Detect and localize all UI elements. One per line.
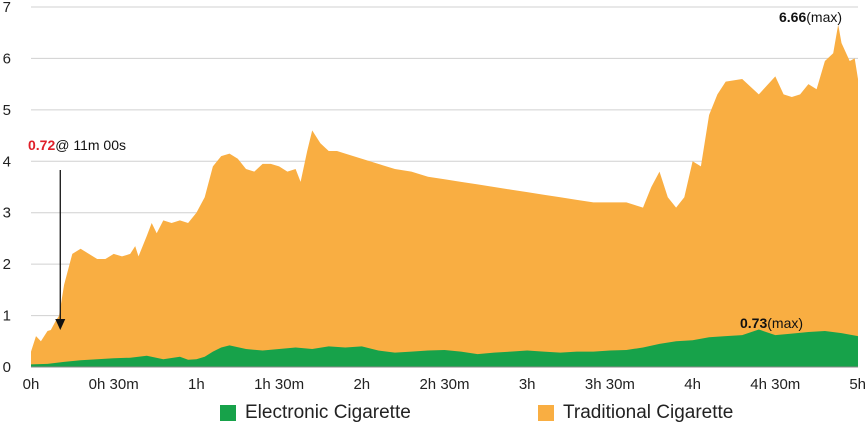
y-tick-label: 5 [3, 102, 11, 119]
y-tick-label: 6 [3, 50, 11, 67]
annotation-early-text: @ 11m 00s [55, 137, 126, 153]
legend-label-electronic: Electronic Cigarette [245, 402, 411, 423]
legend-swatch-traditional [538, 405, 554, 421]
y-axis-tick-labels: 0 1 2 3 4 5 6 7 [3, 0, 11, 376]
y-tick-label: 4 [3, 153, 11, 170]
annotation-traditional-max: 6.66(max) [779, 9, 842, 25]
legend: Electronic Cigarette Traditional Cigaret… [0, 402, 868, 426]
y-tick-label: 1 [3, 308, 11, 325]
y-tick-label: 0 [3, 359, 11, 376]
x-tick-label: 0h [23, 376, 40, 393]
annotation-early-value: 0.72 [28, 137, 55, 153]
x-axis-tick-labels: 0h 0h 30m 1h 1h 30m 2h 2h 30m 3h 3h 30m 4h 4h 30m… [23, 376, 866, 393]
x-tick-label: 1h [188, 376, 205, 393]
x-tick-label: 3h 30m [585, 376, 635, 393]
traditional-cigarette-area [31, 24, 858, 367]
x-tick-label: 5h [849, 376, 866, 393]
electronic-cigarette-area [31, 329, 858, 367]
annotations: 0.72@ 11m 00s 6.66(max) 0.73(max) [28, 9, 842, 331]
annotation-early-peak: 0.72@ 11m 00s [28, 137, 126, 153]
legend-item-electronic: Electronic Cigarette [220, 402, 411, 424]
x-tick-label: 3h [519, 376, 536, 393]
x-tick-label: 2h [353, 376, 370, 393]
legend-label-traditional: Traditional Cigarette [563, 402, 734, 423]
area-series [31, 24, 858, 367]
y-tick-label: 7 [3, 0, 11, 16]
x-tick-label: 1h 30m [254, 376, 304, 393]
annotation-electronic-max-text: (max) [767, 315, 803, 331]
y-tick-label: 3 [3, 205, 11, 222]
x-tick-label: 4h [684, 376, 701, 393]
x-tick-label: 0h 30m [89, 376, 139, 393]
annotation-traditional-max-text: (max) [806, 9, 842, 25]
annotation-arrow-head [55, 318, 66, 330]
annotation-electronic-max-value: 0.73 [740, 315, 767, 331]
annotation-electronic-max: 0.73(max) [740, 315, 803, 331]
area-chart: 0 1 2 3 4 5 6 7 0h 0h 30m 1h 1h 30m 2h 2h 30m 3h 3h 30… [3, 0, 866, 393]
x-tick-label: 2h 30m [419, 376, 469, 393]
x-tick-label: 4h 30m [750, 376, 800, 393]
annotation-traditional-max-value: 6.66 [779, 9, 806, 25]
legend-item-traditional: Traditional Cigarette [538, 402, 733, 424]
legend-swatch-electronic [220, 405, 236, 421]
y-tick-label: 2 [3, 256, 11, 273]
